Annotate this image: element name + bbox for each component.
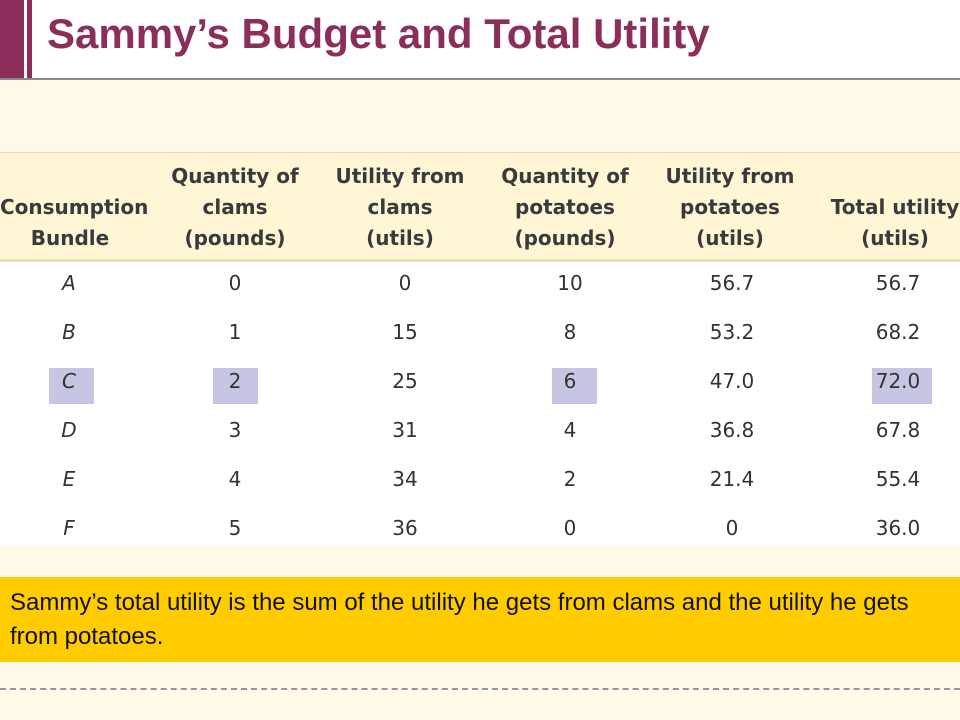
header-quantity-clams: Quantity of clams (pounds)	[171, 164, 299, 250]
highlight-total-c	[872, 368, 932, 404]
cell-clams-utility: 31	[392, 418, 418, 442]
cell-bundle: A	[62, 271, 76, 295]
cell-potatoes-qty: 6	[563, 369, 577, 393]
highlight-bundle-c	[49, 368, 94, 404]
cell-clams-utility: 34	[392, 467, 418, 491]
table-header: Consumption Bundle Quantity of clams (po…	[0, 152, 960, 262]
cell-bundle: E	[62, 467, 76, 491]
cell-potatoes-utility: 47.0	[709, 369, 755, 393]
utility-table: Consumption Bundle Quantity of clams (po…	[0, 152, 960, 546]
cell-bundle: C	[62, 369, 76, 393]
cell-clams-qty: 0	[228, 271, 242, 295]
cell-total-utility: 55.4	[875, 467, 921, 491]
cell-potatoes-utility: 53.2	[709, 320, 755, 344]
footer-dashed-line	[0, 688, 960, 690]
cell-potatoes-qty: 0	[563, 516, 577, 540]
cell-clams-utility: 36	[392, 516, 418, 540]
cell-total-utility: 67.8	[875, 418, 921, 442]
cell-total-utility: 56.7	[875, 271, 921, 295]
title-accent-bar	[0, 0, 24, 78]
header-total-utility: Total utility (utils)	[830, 195, 960, 250]
cell-potatoes-utility: 56.7	[709, 271, 755, 295]
page-title: Sammy’s Budget and Total Utility	[47, 10, 710, 57]
cell-clams-qty: 1	[228, 320, 242, 344]
cell-potatoes-qty: 4	[563, 418, 577, 442]
highlight-clams-c	[213, 368, 258, 404]
cell-total-utility: 68.2	[875, 320, 921, 344]
cell-clams-qty: 3	[228, 418, 242, 442]
header-utility-clams: Utility from clams (utils)	[335, 164, 465, 250]
caption-text: Sammy’s total utility is the sum of the …	[10, 589, 909, 650]
cell-clams-qty: 5	[228, 516, 242, 540]
cell-clams-utility: 15	[392, 320, 418, 344]
highlight-potatoes-c	[552, 368, 597, 404]
cell-potatoes-utility: 36.8	[709, 418, 755, 442]
cell-total-utility: 72.0	[875, 369, 921, 393]
header-quantity-potatoes: Quantity of potatoes (pounds)	[501, 164, 629, 250]
cell-clams-qty: 2	[228, 369, 242, 393]
caption-box: Sammy’s total utility is the sum of the …	[0, 577, 960, 662]
cell-total-utility: 36.0	[875, 516, 921, 540]
cell-potatoes-utility: 0	[725, 516, 739, 540]
title-accent-line	[27, 0, 32, 78]
cell-potatoes-utility: 21.4	[709, 467, 755, 491]
cell-bundle: B	[62, 320, 76, 344]
cell-bundle: D	[61, 418, 77, 442]
cell-potatoes-qty: 10	[557, 271, 583, 295]
header-consumption-bundle: Consumption Bundle	[0, 195, 149, 250]
cell-clams-qty: 4	[228, 467, 242, 491]
cell-potatoes-qty: 8	[563, 320, 577, 344]
cell-clams-utility: 0	[398, 271, 412, 295]
cell-potatoes-qty: 2	[563, 467, 577, 491]
cell-bundle: F	[63, 516, 75, 540]
title-bar: Sammy’s Budget and Total Utility	[0, 0, 960, 80]
header-utility-potatoes: Utility from potatoes (utils)	[665, 164, 795, 250]
cell-clams-utility: 25	[392, 369, 418, 393]
